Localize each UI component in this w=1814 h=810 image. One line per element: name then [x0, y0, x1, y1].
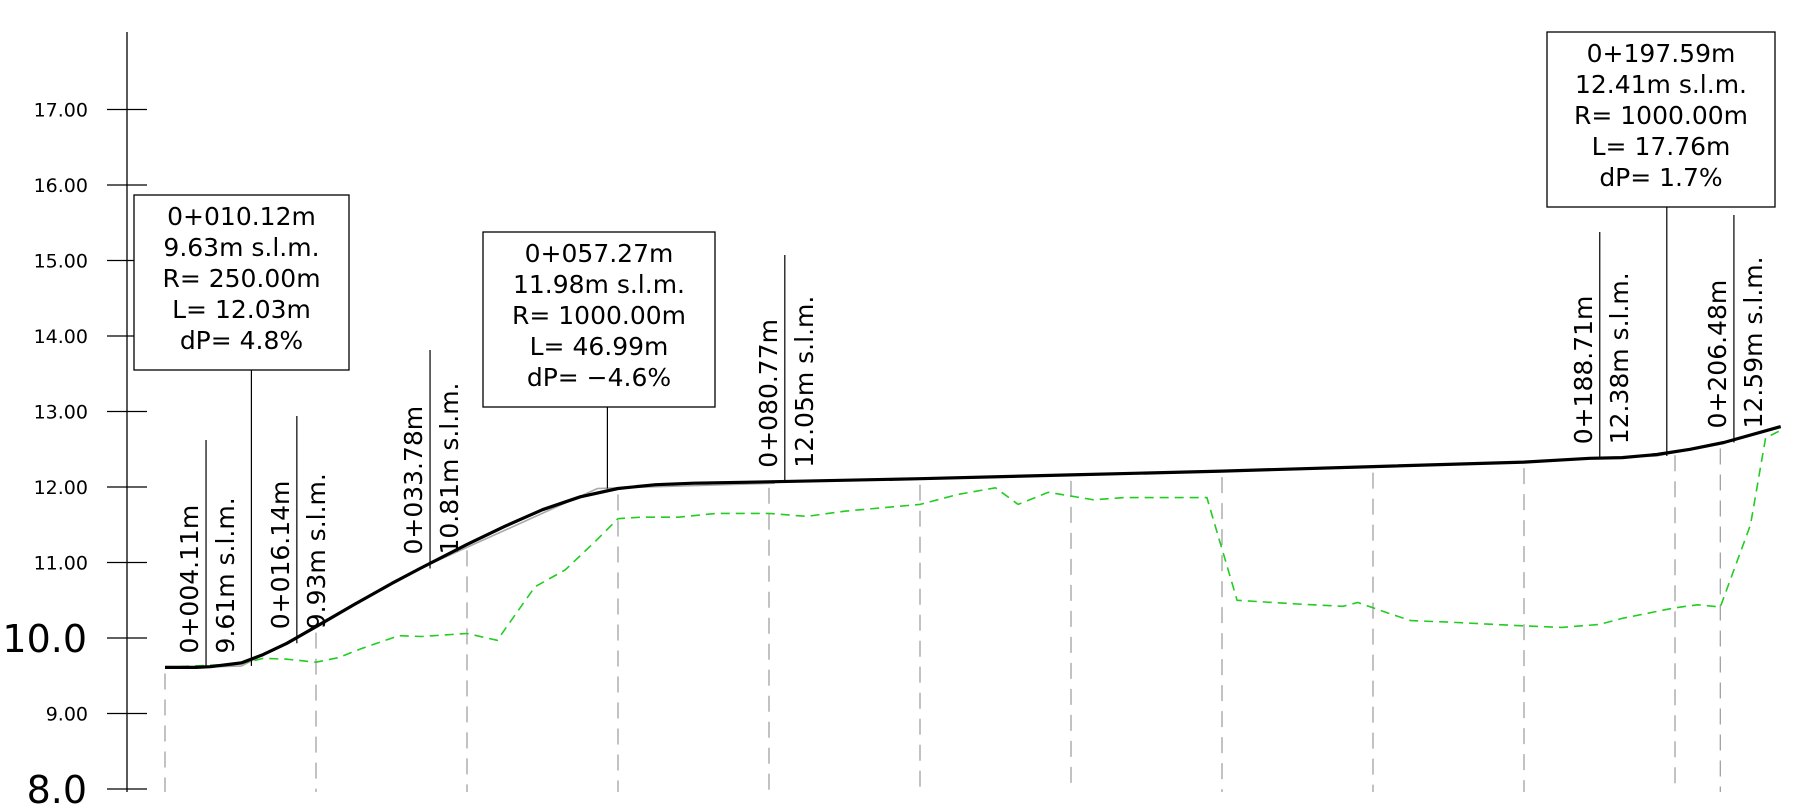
station-label: 0+033.78m — [399, 406, 428, 555]
station-label: 0+080.77m — [754, 319, 783, 468]
station-label: 0+016.14m — [266, 481, 295, 630]
y-axis-tick-label: 14.00 — [34, 326, 88, 348]
station-elevation-label: 12.38m s.l.m. — [1605, 272, 1634, 444]
curve-grade-change: dP= −4.6% — [527, 363, 671, 392]
curve-station: 0+010.12m — [167, 202, 316, 231]
curve-length: L= 46.99m — [530, 332, 669, 361]
elevation-axis: 17.00 16.00 15.00 14.00 13.00 12.00 11.00 9.00 1… — [2, 32, 147, 810]
y-axis-major-label: 10.0 — [2, 617, 87, 661]
station-label: 0+206.48m — [1703, 280, 1732, 429]
curve-elevation: 11.98m s.l.m. — [513, 270, 685, 299]
curve-radius: R= 1000.00m — [1574, 101, 1748, 130]
y-axis-tick-label: 16.00 — [34, 175, 88, 197]
curve-grade-change: dP= 1.7% — [1599, 163, 1722, 192]
y-axis-tick-label: 12.00 — [34, 477, 88, 499]
y-axis-tick-label: 11.00 — [34, 553, 88, 575]
station-grid — [164, 448, 1721, 792]
curve-elevation: 9.63m s.l.m. — [163, 233, 319, 262]
y-axis-major-label: 8.0 — [27, 768, 87, 810]
design-profile — [165, 425, 1782, 669]
terrain-line — [164, 429, 1782, 669]
design-profile-line — [165, 425, 1782, 669]
station-elevation-label: 9.61m s.l.m. — [211, 497, 240, 653]
station-label: 0+188.71m — [1569, 296, 1598, 445]
station-elevation-label: 9.93m s.l.m. — [302, 473, 331, 629]
vertical-curve-box-frame — [1546, 31, 1776, 208]
curve-length: L= 17.76m — [1592, 132, 1731, 161]
y-axis-tick-label: 9.00 — [46, 704, 88, 726]
station-labels: 0+004.11m 9.61m s.l.m. 0+016.14m 9.93m s.l.… — [175, 215, 1768, 668]
tangent-line — [419, 482, 775, 570]
vertical-curve-box-frame — [133, 194, 350, 371]
y-axis-tick-label: 13.00 — [34, 402, 88, 424]
curve-station: 0+057.27m — [525, 239, 674, 268]
station-elevation-label: 12.05m s.l.m. — [790, 296, 819, 468]
terrain-line — [164, 429, 1782, 669]
curve-grade-change: dP= 4.8% — [180, 326, 303, 355]
curve-radius: R= 250.00m — [162, 264, 320, 293]
curve-length: L= 12.03m — [172, 295, 311, 324]
vertical-curve-box-frame — [482, 231, 716, 408]
curve-elevation: 12.41m s.l.m. — [1575, 70, 1747, 99]
y-axis-tick-label: 15.00 — [34, 251, 88, 273]
y-axis-tick-label: 17.00 — [34, 100, 88, 122]
curve-radius: R= 1000.00m — [512, 301, 686, 330]
curve-station: 0+197.59m — [1587, 39, 1736, 68]
station-elevation-label: 10.81m s.l.m. — [435, 382, 464, 554]
station-elevation-label: 12.59m s.l.m. — [1739, 256, 1768, 428]
station-label: 0+004.11m — [175, 505, 204, 654]
